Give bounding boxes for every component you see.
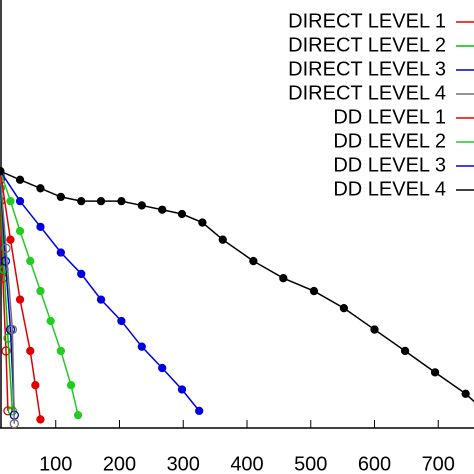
data-point bbox=[36, 222, 45, 231]
data-point bbox=[279, 274, 288, 283]
x-tick-label: 300 bbox=[167, 453, 200, 474]
data-point bbox=[198, 218, 207, 227]
data-point bbox=[36, 184, 45, 193]
x-tick-label: 100 bbox=[39, 453, 72, 474]
x-tick-label: 600 bbox=[358, 453, 391, 474]
legend-label: DIRECT LEVEL 4 bbox=[288, 82, 446, 104]
data-point bbox=[15, 197, 25, 206]
data-point bbox=[400, 346, 410, 356]
series-line bbox=[0, 201, 9, 411]
data-point bbox=[31, 381, 40, 390]
data-point bbox=[15, 295, 25, 304]
data-point bbox=[137, 201, 146, 210]
data-point bbox=[249, 256, 258, 266]
data-point bbox=[430, 368, 440, 377]
data-point bbox=[339, 304, 349, 313]
data-point bbox=[77, 269, 86, 279]
data-point bbox=[1, 346, 11, 356]
data-point bbox=[6, 197, 15, 206]
series-line bbox=[0, 188, 14, 411]
data-point bbox=[36, 415, 45, 424]
data-point bbox=[77, 197, 86, 206]
data-point bbox=[177, 385, 187, 394]
data-point bbox=[15, 175, 25, 184]
x-tick-label: 400 bbox=[230, 453, 263, 474]
series-line bbox=[0, 170, 474, 403]
data-point bbox=[9, 419, 19, 429]
data-point bbox=[195, 406, 204, 416]
data-point bbox=[1, 243, 11, 253]
data-point bbox=[56, 192, 65, 202]
data-point bbox=[73, 411, 83, 420]
data-point bbox=[0, 167, 5, 176]
data-point bbox=[26, 346, 35, 356]
data-point bbox=[26, 256, 35, 266]
legend-label: DD LEVEL 4 bbox=[333, 178, 446, 200]
data-point bbox=[218, 235, 227, 244]
x-tick-label: 200 bbox=[103, 453, 136, 474]
data-point bbox=[7, 324, 18, 335]
data-point bbox=[370, 325, 379, 334]
data-point bbox=[46, 316, 55, 326]
legend-label: DIRECT LEVEL 2 bbox=[288, 34, 446, 56]
data-point bbox=[158, 363, 167, 373]
data-point bbox=[461, 389, 470, 398]
data-point bbox=[96, 295, 106, 304]
data-point bbox=[117, 316, 126, 326]
series-line bbox=[0, 170, 200, 412]
data-point bbox=[0, 256, 11, 266]
legend-label: DIRECT LEVEL 3 bbox=[288, 58, 446, 80]
data-point bbox=[309, 286, 319, 296]
legend-label: DD LEVEL 2 bbox=[333, 130, 446, 152]
data-point bbox=[158, 205, 167, 214]
data-point bbox=[56, 346, 65, 356]
data-point bbox=[36, 286, 45, 296]
data-point bbox=[7, 406, 18, 416]
series-line bbox=[0, 179, 16, 416]
x-tick-label: 500 bbox=[294, 453, 327, 474]
data-point bbox=[56, 248, 65, 257]
data-point bbox=[177, 209, 187, 219]
data-point bbox=[117, 197, 126, 206]
legend-label: DD LEVEL 1 bbox=[333, 106, 446, 128]
data-point bbox=[96, 197, 106, 206]
series-line bbox=[0, 175, 16, 424]
data-point bbox=[6, 235, 15, 244]
legend-label: DIRECT LEVEL 1 bbox=[288, 10, 446, 32]
data-point bbox=[15, 226, 25, 236]
x-tick-label: 700 bbox=[422, 453, 455, 474]
series-line bbox=[0, 171, 42, 420]
legend-label: DD LEVEL 3 bbox=[333, 154, 446, 176]
data-point bbox=[66, 381, 76, 390]
data-point bbox=[137, 342, 146, 351]
